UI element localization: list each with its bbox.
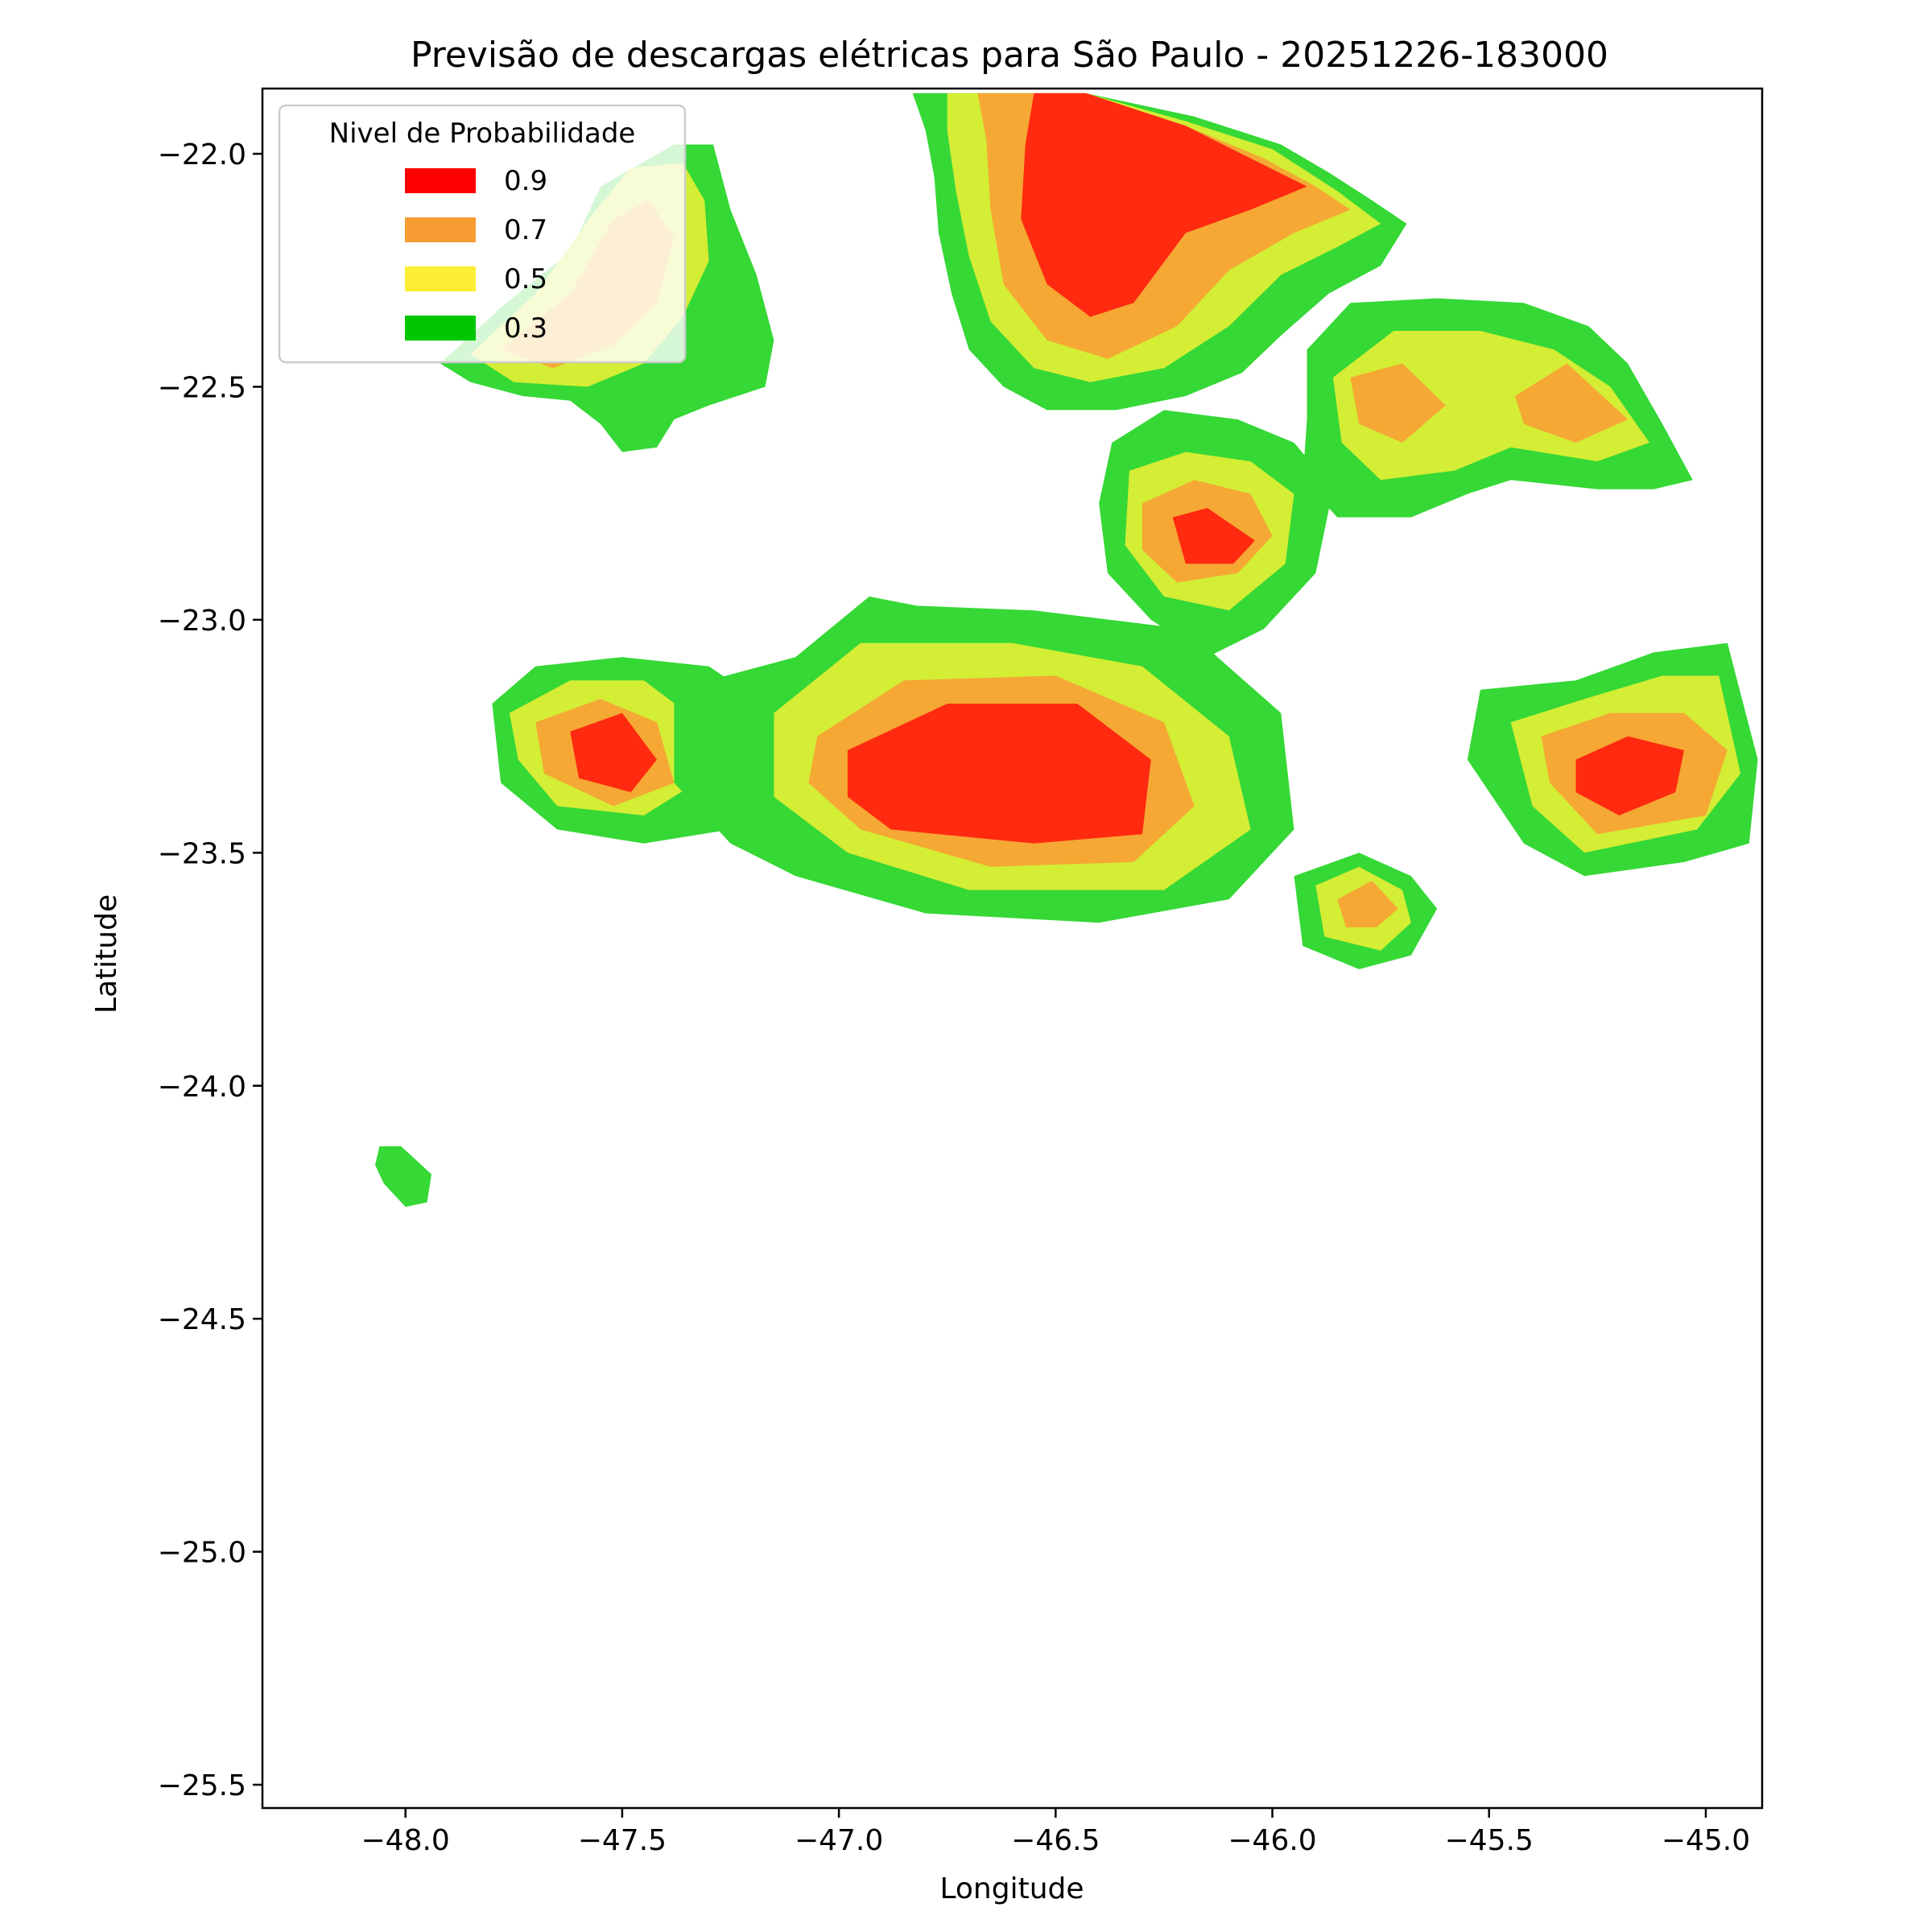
x-tick-label: −45.0 — [1662, 1824, 1750, 1857]
y-tick-label: −23.0 — [158, 605, 246, 638]
legend-label: 0.5 — [504, 263, 547, 295]
region-east-cell — [1467, 642, 1758, 877]
y-tick-label: −25.0 — [158, 1537, 246, 1570]
y-tick-label: −23.5 — [158, 837, 246, 870]
contour-level-07 — [1350, 363, 1446, 443]
legend-label: 0.9 — [504, 165, 547, 197]
region-southwest-fragment — [375, 1146, 431, 1208]
legend-box — [278, 104, 687, 364]
legend-title: Nivel de Probabilidade — [329, 118, 636, 150]
y-tick-label: −25.5 — [158, 1769, 246, 1802]
x-tick-label: −48.0 — [361, 1824, 450, 1857]
legend-label: 0.3 — [504, 312, 547, 345]
legend-swatch — [405, 316, 476, 341]
y-tick-label: −22.5 — [158, 371, 246, 404]
chart-title: Previsão de descargas elétricas para São… — [411, 35, 1608, 76]
region-west-cell — [492, 657, 753, 844]
y-axis-label: Latitude — [90, 894, 123, 1013]
legend: Nivel de Probabilidade 0.9 0.7 0.5 0.3 — [278, 104, 687, 364]
legend-swatch — [405, 217, 476, 242]
contour-level-09 — [1172, 508, 1255, 564]
contour-level-09 — [570, 712, 657, 793]
x-tick-label: −46.5 — [1011, 1824, 1100, 1857]
x-tick-label: −45.5 — [1445, 1824, 1534, 1857]
region-north-cell — [912, 93, 1407, 411]
contour-level-09 — [1575, 736, 1685, 815]
x-tick-label: −46.0 — [1228, 1824, 1316, 1857]
contour-level-09 — [1021, 93, 1307, 317]
legend-label: 0.7 — [504, 214, 547, 246]
region-central-north-cell — [1099, 410, 1333, 658]
legend-swatch — [405, 168, 476, 193]
y-tick-label: −22.0 — [158, 138, 246, 171]
x-axis: −48.0 −47.5 −47.0 −46.5 −46.0 −45.5 −45.0 — [361, 1808, 1750, 1857]
contour-level-09 — [847, 704, 1151, 844]
y-tick-label: −24.0 — [158, 1071, 246, 1104]
plot-frame — [261, 87, 1764, 1810]
contour-level-03 — [375, 1146, 431, 1208]
x-tick-label: −47.0 — [795, 1824, 883, 1857]
y-axis: −22.0 −22.5 −23.0 −23.5 −24.0 −24.5 −25.0 −25.5 — [158, 138, 262, 1802]
contour-level-07 — [1337, 881, 1398, 927]
region-central-cell — [674, 597, 1294, 923]
y-tick-label: −24.5 — [158, 1303, 246, 1336]
contour-level-07 — [1515, 363, 1629, 443]
region-southeast-small-cell — [1294, 852, 1438, 969]
x-axis-label: Longitude — [939, 1872, 1084, 1905]
region-northeast-cell — [1302, 298, 1693, 518]
x-tick-label: −47.5 — [578, 1824, 667, 1857]
legend-swatch — [405, 266, 476, 291]
